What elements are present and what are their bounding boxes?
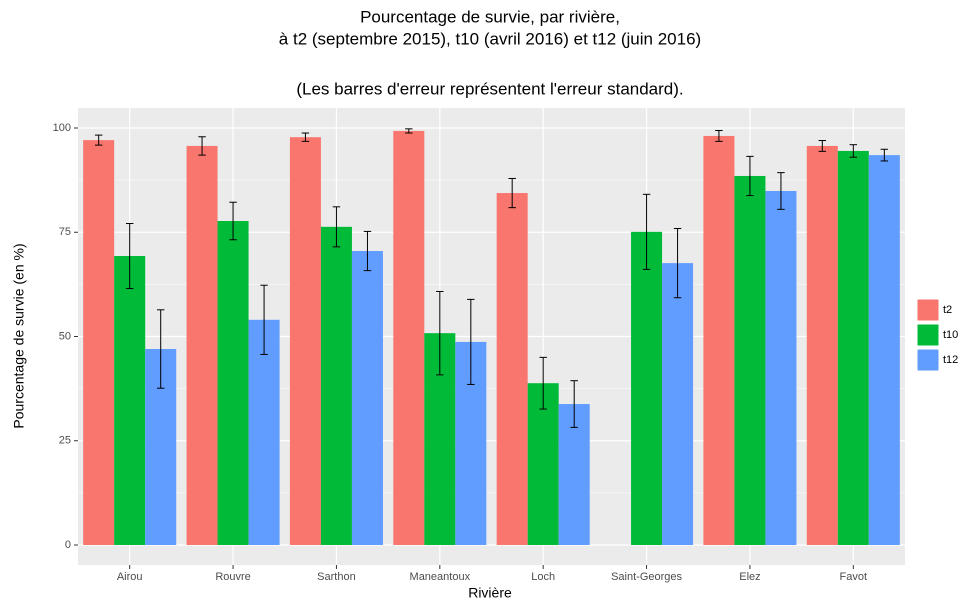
bar — [837, 150, 869, 545]
error-bar — [94, 134, 103, 146]
error-bar — [229, 201, 237, 241]
y-tick-label: 25 — [59, 435, 71, 447]
error-bar — [260, 284, 268, 355]
bar — [217, 220, 249, 545]
x-tick-label: Favot — [840, 571, 868, 583]
x-tick-label: Maneantoux — [410, 571, 471, 583]
bar — [631, 231, 663, 545]
y-tick-label: 75 — [59, 226, 71, 238]
bar — [496, 193, 528, 545]
error-bar — [332, 206, 341, 248]
error-bar — [156, 309, 165, 389]
error-bar — [508, 177, 516, 209]
x-tick-label: Elez — [739, 571, 760, 583]
x-axis-title: Rivière — [468, 585, 512, 601]
chart-subtitle: (Les barres d'erreur représentent l'erre… — [296, 79, 683, 98]
error-bar — [777, 172, 785, 210]
bar — [703, 135, 735, 545]
bar — [186, 145, 218, 545]
x-tick-label: Airou — [117, 571, 143, 583]
chart-title-line-1: Pourcentage de survie, par rivière, — [360, 7, 620, 26]
error-bar — [880, 148, 889, 162]
error-bar — [467, 298, 475, 385]
error-bar — [405, 128, 413, 134]
chart-title-line-2: à t2 (septembre 2015), t10 (avril 2016) … — [279, 29, 701, 48]
legend-key — [916, 348, 940, 372]
y-tick-label: 50 — [59, 330, 71, 342]
error-bar — [198, 136, 206, 156]
legend-label: t2 — [943, 304, 952, 316]
error-bar — [673, 228, 682, 299]
bar — [662, 263, 694, 545]
error-bar — [125, 223, 134, 290]
y-tick-label: 100 — [53, 122, 71, 134]
legend-key — [916, 323, 940, 347]
bar — [320, 226, 352, 545]
bar — [806, 145, 838, 545]
y-axis-title: Pourcentage de survie (en %) — [11, 243, 27, 428]
legend-label: t10 — [943, 329, 958, 341]
error-bar — [746, 155, 754, 197]
bar — [393, 130, 425, 545]
x-tick-label: Loch — [531, 571, 555, 583]
legend-key — [916, 298, 940, 322]
error-bar — [642, 193, 651, 270]
bar — [527, 383, 559, 545]
bar — [734, 175, 766, 545]
error-bar — [301, 132, 310, 142]
bar — [248, 319, 280, 545]
bar — [114, 256, 146, 545]
error-bar — [539, 356, 547, 410]
bar — [351, 251, 383, 545]
error-bar — [570, 380, 578, 428]
error-bar — [715, 130, 723, 142]
x-tick-label: Sarthon — [317, 571, 356, 583]
bar — [83, 140, 115, 545]
error-bar — [818, 140, 827, 152]
x-tick-label: Rouvre — [215, 571, 250, 583]
error-bar — [849, 144, 858, 158]
error-bar — [436, 290, 444, 376]
y-tick-label: 0 — [65, 539, 71, 551]
bar — [765, 190, 797, 545]
bar — [868, 155, 900, 545]
x-tick-label: Saint-Georges — [611, 571, 682, 583]
bar — [289, 137, 321, 545]
legend-label: t12 — [943, 354, 958, 366]
error-bar — [363, 230, 372, 272]
